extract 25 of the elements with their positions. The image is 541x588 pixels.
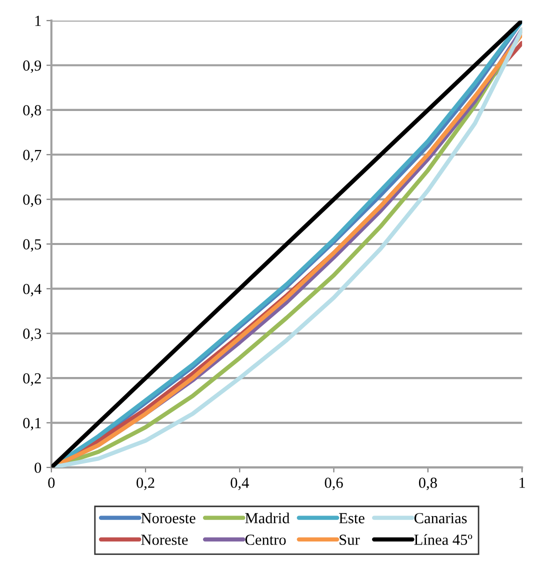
- y-tick-label: 0,5: [23, 239, 42, 252]
- x-tick-label: 0,8: [418, 478, 437, 490]
- legend-label: Noroeste: [141, 513, 196, 524]
- x-tick-label: 0,6: [324, 478, 343, 490]
- y-tick-label: 0,8: [23, 105, 42, 118]
- y-tick-label: 0: [34, 462, 42, 473]
- y-tick-label: 0,9: [23, 60, 42, 73]
- legend-label: Este: [339, 513, 364, 524]
- x-tick-label: 0: [48, 478, 55, 488]
- y-tick-label: 0,2: [23, 373, 41, 386]
- y-tick-label: 1: [35, 16, 41, 26]
- y-tick-label: 0,1: [23, 418, 41, 430]
- legend-label: Canarias: [414, 513, 467, 524]
- legend-label: Noreste: [141, 534, 188, 545]
- legend-label: Línea 45º: [414, 534, 472, 545]
- legend-label: Madrid: [245, 512, 290, 524]
- y-tick-label: 0,7: [23, 150, 42, 162]
- y-tick-label: 0,3: [23, 328, 42, 342]
- y-tick-label: 0,4: [23, 284, 42, 296]
- legend-label: Sur: [340, 534, 360, 545]
- x-tick-label: 0,4: [230, 478, 249, 490]
- x-tick-label: 1: [520, 478, 525, 488]
- legend-label: Centro: [245, 534, 286, 545]
- y-tick-label: 0,6: [23, 194, 42, 207]
- x-tick-label: 0,2: [136, 478, 154, 490]
